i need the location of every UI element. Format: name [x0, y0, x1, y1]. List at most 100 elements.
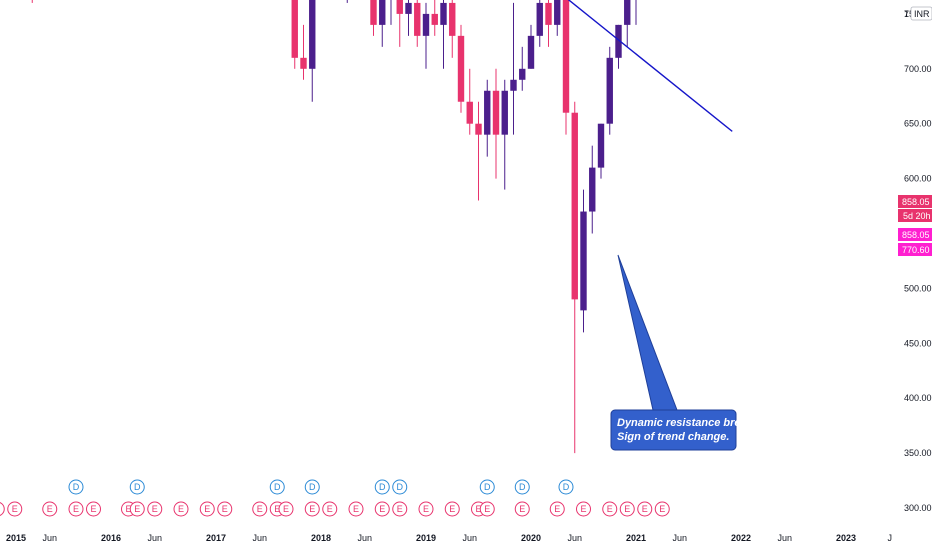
callout-box — [610, 409, 737, 451]
earnings-marker — [68, 501, 84, 517]
currency-box — [910, 6, 932, 21]
time-tick-label: 2017 — [206, 533, 226, 543]
time-tick-label: 2016 — [101, 533, 121, 543]
candle-body — [300, 57, 307, 69]
candle-body — [554, 0, 561, 25]
earnings-marker-label: E — [283, 504, 289, 514]
candle-body — [440, 2, 447, 25]
price-tick-label: 350.00 — [904, 448, 932, 458]
time-tick-label: J — [888, 533, 893, 543]
earnings-marker — [278, 501, 294, 517]
earnings-marker — [619, 501, 635, 517]
earnings-marker — [444, 501, 460, 517]
level-tag-lower-text: 770.60 — [902, 245, 930, 255]
earnings-marker — [86, 501, 101, 517]
earnings-marker — [322, 501, 338, 517]
level-tag-upper-text: 858.05 — [902, 230, 930, 240]
earnings-marker — [217, 501, 233, 517]
time-axis[interactable]: 2015 Jun 2016 Jun 2017 Jun 2018 Jun 2019 Jun 2020 J… — [6, 533, 892, 543]
price-tick-label: 500.00 — [904, 283, 932, 293]
dividend-marker-label: D — [563, 482, 570, 492]
earnings-marker-label: E — [580, 504, 586, 514]
callout-line-1: Dynamic resistance break. — [617, 417, 756, 429]
dividend-marker-label: D — [519, 482, 526, 492]
dividend-marker — [304, 479, 320, 495]
earnings-marker — [514, 501, 530, 517]
dividend-marker — [558, 479, 574, 495]
candle-body — [379, 0, 386, 25]
candle-body — [624, 0, 631, 25]
callout-pointer — [617, 254, 678, 411]
candle-body — [597, 123, 605, 168]
earnings-marker-label: E — [90, 504, 96, 514]
candle-body — [431, 13, 438, 25]
time-tick-label: Jun — [42, 533, 57, 543]
dividend-marker-label: D — [134, 482, 141, 492]
currency-label: INR — [914, 9, 930, 19]
earnings-marker-label: E — [125, 504, 131, 514]
currency-prefix: 1 — [904, 9, 909, 19]
time-tick-label: 2023 — [836, 533, 856, 543]
earnings-marker-label: E — [257, 504, 263, 514]
countdown-text: 5d 20h — [903, 211, 931, 221]
drawings-layer — [567, 0, 733, 411]
candles-layer — [31, 0, 637, 454]
dividend-marker — [479, 479, 495, 495]
price-axis[interactable]: 300.00350.00400.00450.00500.00550.00600.… — [904, 0, 932, 513]
trendline — [567, 0, 733, 132]
earnings-marker-label: E — [397, 504, 403, 514]
earnings-marker-label: E — [12, 504, 18, 514]
candle-body — [457, 35, 465, 102]
candle-body — [606, 57, 613, 124]
dividend-marker — [129, 479, 145, 495]
candle-body — [291, 0, 298, 58]
dividend-marker-label: D — [73, 482, 80, 492]
earnings-marker-label: E — [327, 504, 333, 514]
price-tags: 858.05 5d 20h 858.05 770.60 — [898, 195, 932, 256]
earnings-marker-label: E — [475, 504, 481, 514]
earnings-marker-label: E — [659, 504, 665, 514]
earnings-marker — [637, 501, 653, 517]
last-price-text: 858.05 — [902, 197, 930, 207]
earnings-marker-label: E — [178, 504, 184, 514]
candle-body — [422, 13, 430, 36]
earnings-marker — [7, 501, 23, 517]
annotation-callout[interactable]: Dynamic resistance break. Sign of trend … — [610, 409, 756, 451]
price-tick-label: 400.00 — [904, 393, 932, 403]
time-tick-label: Jun — [672, 533, 687, 543]
earnings-marker — [602, 501, 618, 517]
earnings-marker-label: E — [607, 504, 613, 514]
earnings-marker-label: E — [379, 504, 385, 514]
candle-body — [475, 123, 482, 135]
time-tick-label: Jun — [252, 533, 267, 543]
earnings-marker-label: E — [134, 504, 140, 514]
time-tick-label: 2020 — [521, 533, 541, 543]
price-tick-label: 450.00 — [904, 338, 932, 348]
earnings-marker — [348, 501, 364, 517]
dividend-marker — [68, 479, 84, 495]
price-tick-label: 650.00 — [904, 119, 932, 129]
events-layer: EEEEDEEDEEEEEEDEEDEEEEDDEEEEDEDEEDEEEEE — [0, 479, 670, 517]
candle-body — [449, 2, 456, 36]
currency-indicator[interactable]: 1 INR — [904, 6, 932, 21]
earnings-marker-label: E — [624, 504, 630, 514]
earnings-marker — [0, 502, 5, 516]
price-tick-label: 700.00 — [904, 64, 932, 74]
time-tick-label: Jun — [147, 533, 162, 543]
time-tick-label: Jun — [777, 533, 792, 543]
time-tick-label: 2015 — [6, 533, 26, 543]
earnings-marker — [654, 501, 670, 517]
earnings-marker — [479, 501, 495, 517]
dividend-marker — [374, 479, 390, 495]
candle-body — [492, 90, 500, 135]
candle-body — [527, 35, 535, 69]
earnings-marker-label: E — [274, 504, 280, 514]
candle-body — [501, 90, 508, 135]
earnings-marker-label: E — [554, 504, 560, 514]
dividend-marker-label: D — [379, 482, 386, 492]
time-tick-label: 2019 — [416, 533, 436, 543]
candle-body — [545, 2, 552, 25]
earnings-marker-label: E — [73, 504, 79, 514]
dividend-marker — [269, 479, 285, 495]
